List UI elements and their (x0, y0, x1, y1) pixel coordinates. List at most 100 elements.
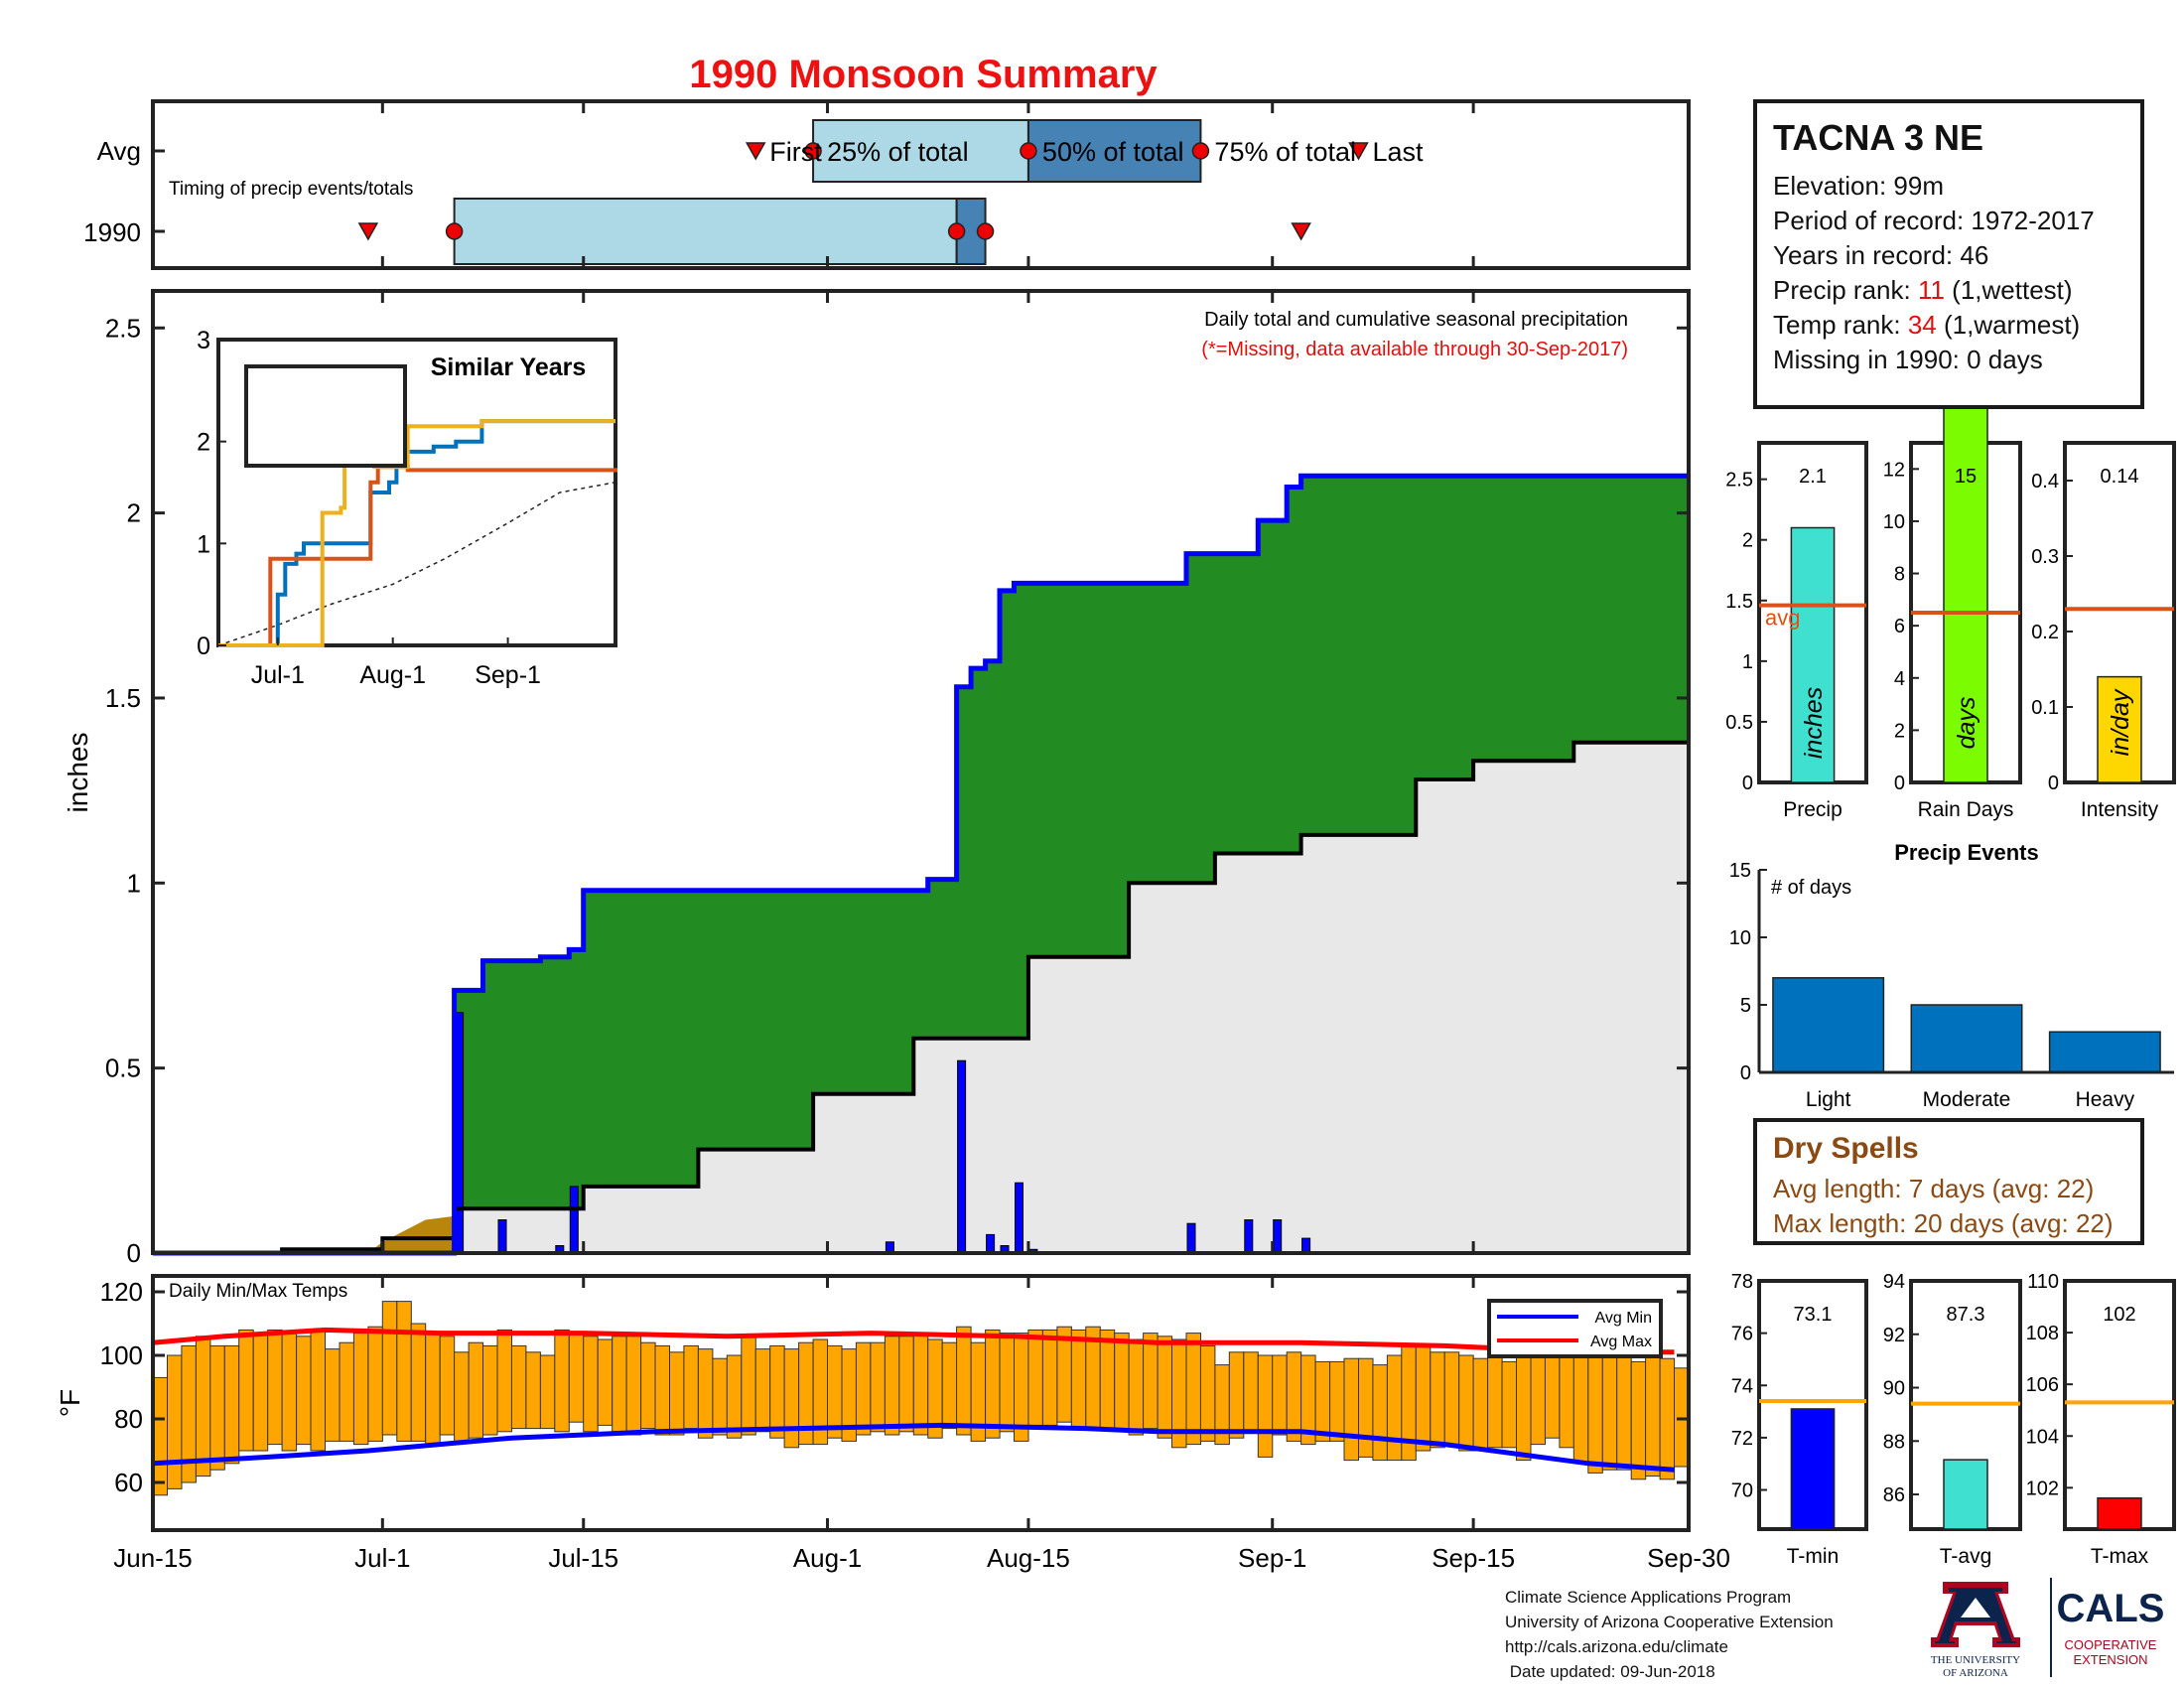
intensity-panel-value: 0.14 (2101, 466, 2139, 488)
daily-temp-bar (1128, 1338, 1145, 1436)
intensity-panel-y-tick-label: 0.1 (2031, 697, 2059, 719)
events-label-heavy: Heavy (2076, 1088, 2135, 1111)
daily-temp-bar (482, 1344, 498, 1436)
events-label-moderate: Moderate (1923, 1088, 2011, 1111)
daily-temp-bar (1559, 1354, 1574, 1449)
raindays-panel-y-tick-label: 10 (1883, 511, 1905, 533)
timing-caption: Timing of precip events/totals (169, 179, 413, 200)
temps-marks: 60 80 100 120 (100, 1277, 1690, 1497)
precip-panel-bar (1790, 526, 1836, 783)
events-bar-heavy (2048, 1031, 2161, 1073)
timing-quantile-marker (1020, 142, 1037, 160)
daily-temp-bar (1516, 1351, 1532, 1462)
daily-temp-bar (381, 1301, 398, 1436)
intensity-panel-y-tick-label: 0.4 (2031, 471, 2059, 492)
ua-logo-line-1: THE UNIVERSITY (1931, 1654, 2020, 1666)
x-tick-label: Jul-1 (354, 1543, 410, 1573)
daily-temp-bar (1286, 1351, 1302, 1442)
daily-temp-bar (827, 1344, 843, 1439)
avg-cumulative-area (153, 705, 1689, 1253)
events-y-tick-label: 15 (1729, 860, 1751, 882)
timing-marks: First 25% of total 50% of total 75% of tota… (153, 119, 1424, 265)
ua-logo-line-2: OF ARIZONA (1943, 1667, 2008, 1679)
tavg-panel-y-tick-label: 88 (1883, 1431, 1905, 1453)
daily-temp-bar (554, 1329, 570, 1433)
x-tick-label: Sep-15 (1432, 1543, 1515, 1573)
daily-temp-bar (310, 1329, 326, 1452)
tmin-panel-bar (1790, 1408, 1836, 1530)
daily-temp-bar (296, 1336, 312, 1446)
daily-temp-bar (252, 1333, 269, 1452)
daily-temp-bar (898, 1336, 914, 1433)
daily-precip-bar (1273, 1219, 1283, 1254)
daily-temp-bar (783, 1348, 800, 1449)
raindays-panel-unit: days (1953, 697, 1980, 750)
events-y-tick-label: 5 (1740, 995, 1751, 1017)
daily-temp-bar (209, 1344, 225, 1471)
daily-temp-bar (1645, 1351, 1661, 1477)
daily-temp-bar (912, 1333, 929, 1436)
daily-temp-bar (195, 1336, 211, 1477)
inset-y-tick-label: 1 (197, 530, 210, 558)
intensity-panel-y-tick-label: 0 (2048, 773, 2059, 794)
avg-min-line (152, 1422, 1675, 1473)
tmin-panel-y-tick-label: 76 (1731, 1324, 1753, 1345)
daily-temp-bar (1358, 1357, 1374, 1458)
precip-panel-y-tick-label: 0 (1742, 773, 1753, 794)
timing-first-last-marker (745, 142, 766, 161)
timing-first-last-marker (1291, 222, 1311, 241)
events-bar-moderate (1910, 1004, 2023, 1073)
daily-temp-bar (167, 1354, 183, 1489)
precip-panel-value: 2.1 (1799, 466, 1827, 488)
cals-line-1: COOPERATIVE (2065, 1637, 2157, 1652)
daily-temp-bar (1630, 1360, 1647, 1480)
daily-temp-bar (870, 1341, 886, 1433)
main-precip-panel: 0 0.5 1 1.5 2 2.5 inches Daily total and cumu… (63, 289, 1691, 1268)
tmax-panel-y-tick-label: 110 (2027, 1271, 2059, 1293)
daily-temp-bar (1185, 1333, 1201, 1446)
daily-temp-bar (1386, 1354, 1403, 1462)
daily-temp-bar (769, 1344, 785, 1439)
daily-temp-bar (1070, 1329, 1087, 1430)
daily-temp-bar (1616, 1354, 1632, 1471)
right-panels: 0 0.5 1 1.5 2 2.5 2.1 Precip inches avg 0 2 4 6 8 10 12 1… (1725, 389, 2176, 1568)
timing-box-50-75 (1026, 119, 1202, 183)
avg-max-line (152, 1327, 1675, 1355)
timing-box-25-50 (453, 198, 958, 265)
footer-credits: Climate Science Applications Program Uni… (1505, 1585, 1834, 1684)
tavg-panel-value: 87.3 (1947, 1304, 1985, 1326)
daily-temp-bar (1329, 1360, 1345, 1442)
daily-temp-bar (1157, 1336, 1173, 1439)
inset-x-tick-label: Sep-1 (475, 661, 541, 689)
timing-row-label-year: 1990 (83, 217, 141, 247)
tmin-panel-label: T-min (1787, 1545, 1840, 1568)
temps-y-tick-label: 120 (100, 1277, 143, 1307)
daily-temp-bar (525, 1351, 541, 1430)
cumulative-1990-line (153, 473, 1689, 1256)
daily-temp-bar (597, 1338, 614, 1426)
footer-line-url[interactable]: http://cals.arizona.edu/climate (1505, 1637, 1728, 1656)
daily-precip-bar (957, 1059, 967, 1254)
temps-y-tick-label: 100 (100, 1340, 143, 1370)
raindays-panel-label: Rain Days (1918, 798, 2014, 821)
daily-temp-bar (1343, 1357, 1359, 1462)
daily-precip-bar (1301, 1237, 1311, 1254)
station-elevation: Elevation: 99m (1773, 171, 1944, 201)
inset-title: Similar Years (431, 353, 587, 381)
dry-spells-box: Dry Spells Avg length: 7 days (avg: 22) … (1753, 1118, 2144, 1245)
timing-quantile-marker (947, 222, 966, 240)
timing-quantile-marker (1191, 142, 1210, 160)
tmax-panel-y-tick-label: 104 (2026, 1426, 2059, 1448)
daily-precip-bar (497, 1219, 507, 1254)
daily-temp-bar (1199, 1344, 1216, 1442)
precip-panel-unit: inches (1800, 687, 1828, 759)
daily-temp-bar (956, 1326, 972, 1436)
dry-spells-avg-length: Avg length: 7 days (avg: 22) (1773, 1174, 2095, 1203)
timing-quantile-marker (976, 222, 995, 240)
daily-temp-bar (1487, 1354, 1503, 1449)
x-tick-label: Aug-15 (987, 1543, 1070, 1573)
events-title: Precip Events (1894, 840, 2039, 865)
main-note: Daily total and cumulative seasonal prec… (1204, 309, 1628, 331)
tavg-panel-bar (1943, 1459, 1988, 1530)
